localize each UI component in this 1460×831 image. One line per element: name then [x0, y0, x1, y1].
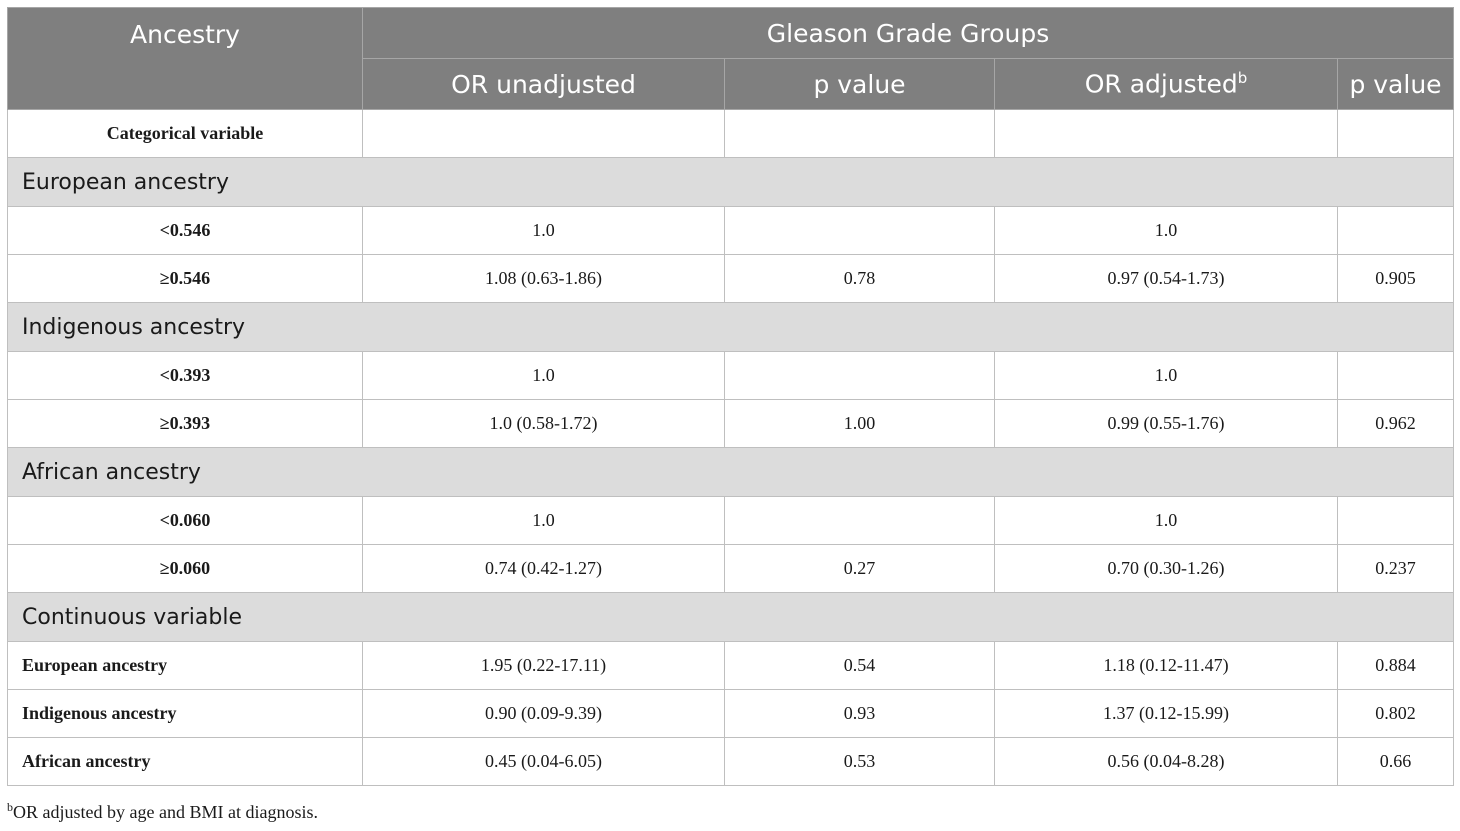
section-continuous: Continuous variable — [7, 592, 1454, 642]
or-unadjusted-cell: 0.74 (0.42-1.27) — [362, 544, 725, 593]
or-unadjusted-cell: 0.45 (0.04-6.05) — [362, 737, 725, 786]
table-row: ≥0.393 1.0 (0.58-1.72) 1.00 0.99 (0.55-1… — [7, 399, 1454, 448]
table-row: <0.546 1.0 1.0 — [7, 206, 1454, 255]
section-title: Continuous variable — [7, 592, 1454, 642]
header-ancestry: Ancestry — [7, 7, 363, 110]
p-value-cell: 0.27 — [724, 544, 995, 593]
row-label: European ancestry — [7, 641, 363, 690]
section-title: Indigenous ancestry — [7, 302, 1454, 352]
table-row: ≥0.060 0.74 (0.42-1.27) 0.27 0.70 (0.30-… — [7, 544, 1454, 593]
or-unadjusted-cell: 1.08 (0.63-1.86) — [362, 254, 725, 303]
table-row: European ancestry 1.95 (0.22-17.11) 0.54… — [7, 641, 1454, 690]
p-value-adjusted-cell: 0.802 — [1337, 689, 1454, 738]
or-adjusted-cell: 0.99 (0.55-1.76) — [994, 399, 1338, 448]
header-or-unadjusted: OR unadjusted — [362, 58, 725, 110]
row-label: Indigenous ancestry — [7, 689, 363, 738]
section-african: African ancestry — [7, 447, 1454, 497]
row-label: African ancestry — [7, 737, 363, 786]
row-label: <0.546 — [7, 206, 363, 255]
or-unadjusted-cell: 1.0 (0.58-1.72) — [362, 399, 725, 448]
section-title: European ancestry — [7, 157, 1454, 207]
header-row-1: Ancestry Gleason Grade Groups — [7, 7, 1454, 110]
or-adjusted-cell: 1.0 — [994, 206, 1338, 255]
table-row: <0.393 1.0 1.0 — [7, 351, 1454, 400]
header-p-value-adjusted: p value — [1337, 58, 1454, 110]
p-value-cell — [724, 351, 995, 400]
section-indigenous: Indigenous ancestry — [7, 302, 1454, 352]
section-title: African ancestry — [7, 447, 1454, 497]
p-value-adjusted-cell — [1337, 496, 1454, 545]
p-value-adjusted-cell: 0.66 — [1337, 737, 1454, 786]
or-unadjusted-cell: 1.0 — [362, 496, 725, 545]
results-table: Ancestry Gleason Grade Groups OR unadjus… — [7, 7, 1454, 786]
categorical-row: Categorical variable — [7, 109, 1454, 158]
or-adjusted-cell: 1.37 (0.12-15.99) — [994, 689, 1338, 738]
p-value-cell: 1.00 — [724, 399, 995, 448]
categorical-label: Categorical variable — [7, 109, 363, 158]
header-row-2: OR unadjusted p value OR adjustedb p val… — [8, 58, 1454, 110]
p-value-cell: 0.54 — [724, 641, 995, 690]
or-unadjusted-cell: 1.0 — [362, 206, 725, 255]
table-row: ≥0.546 1.08 (0.63-1.86) 0.78 0.97 (0.54-… — [7, 254, 1454, 303]
p-value-cell — [724, 206, 995, 255]
or-adjusted-cell: 1.0 — [994, 496, 1338, 545]
row-label: ≥0.546 — [7, 254, 363, 303]
header-p-value: p value — [724, 58, 995, 110]
table-row: Indigenous ancestry 0.90 (0.09-9.39) 0.9… — [7, 689, 1454, 738]
p-value-adjusted-cell — [1337, 206, 1454, 255]
table-row: <0.060 1.0 1.0 — [7, 496, 1454, 545]
table-row: African ancestry 0.45 (0.04-6.05) 0.53 0… — [7, 737, 1454, 786]
p-value-adjusted-cell: 0.905 — [1337, 254, 1454, 303]
or-adjusted-cell: 0.70 (0.30-1.26) — [994, 544, 1338, 593]
or-adjusted-cell: 1.0 — [994, 351, 1338, 400]
row-label: <0.060 — [7, 496, 363, 545]
p-value-cell: 0.93 — [724, 689, 995, 738]
row-label: ≥0.393 — [7, 399, 363, 448]
p-value-adjusted-cell — [1337, 351, 1454, 400]
table-footnote: bOR adjusted by age and BMI at diagnosis… — [7, 800, 318, 823]
p-value-adjusted-cell: 0.962 — [1337, 399, 1454, 448]
p-value-cell: 0.53 — [724, 737, 995, 786]
p-value-cell: 0.78 — [724, 254, 995, 303]
or-unadjusted-cell: 1.0 — [362, 351, 725, 400]
footnote-marker: b — [7, 800, 13, 814]
or-adjusted-cell: 1.18 (0.12-11.47) — [994, 641, 1338, 690]
or-adjusted-cell: 0.56 (0.04-8.28) — [994, 737, 1338, 786]
p-value-adjusted-cell: 0.237 — [1337, 544, 1454, 593]
or-adjusted-cell: 0.97 (0.54-1.73) — [994, 254, 1338, 303]
row-label: ≥0.060 — [7, 544, 363, 593]
p-value-adjusted-cell: 0.884 — [1337, 641, 1454, 690]
section-european: European ancestry — [7, 157, 1454, 207]
row-label: <0.393 — [7, 351, 363, 400]
p-value-cell — [724, 496, 995, 545]
or-unadjusted-cell: 0.90 (0.09-9.39) — [362, 689, 725, 738]
header-or-adjusted: OR adjustedb — [994, 58, 1338, 110]
footnote-text: OR adjusted by age and BMI at diagnosis. — [13, 802, 318, 822]
or-unadjusted-cell: 1.95 (0.22-17.11) — [362, 641, 725, 690]
header-gleason-grade-groups: Gleason Grade Groups — [362, 7, 1454, 59]
